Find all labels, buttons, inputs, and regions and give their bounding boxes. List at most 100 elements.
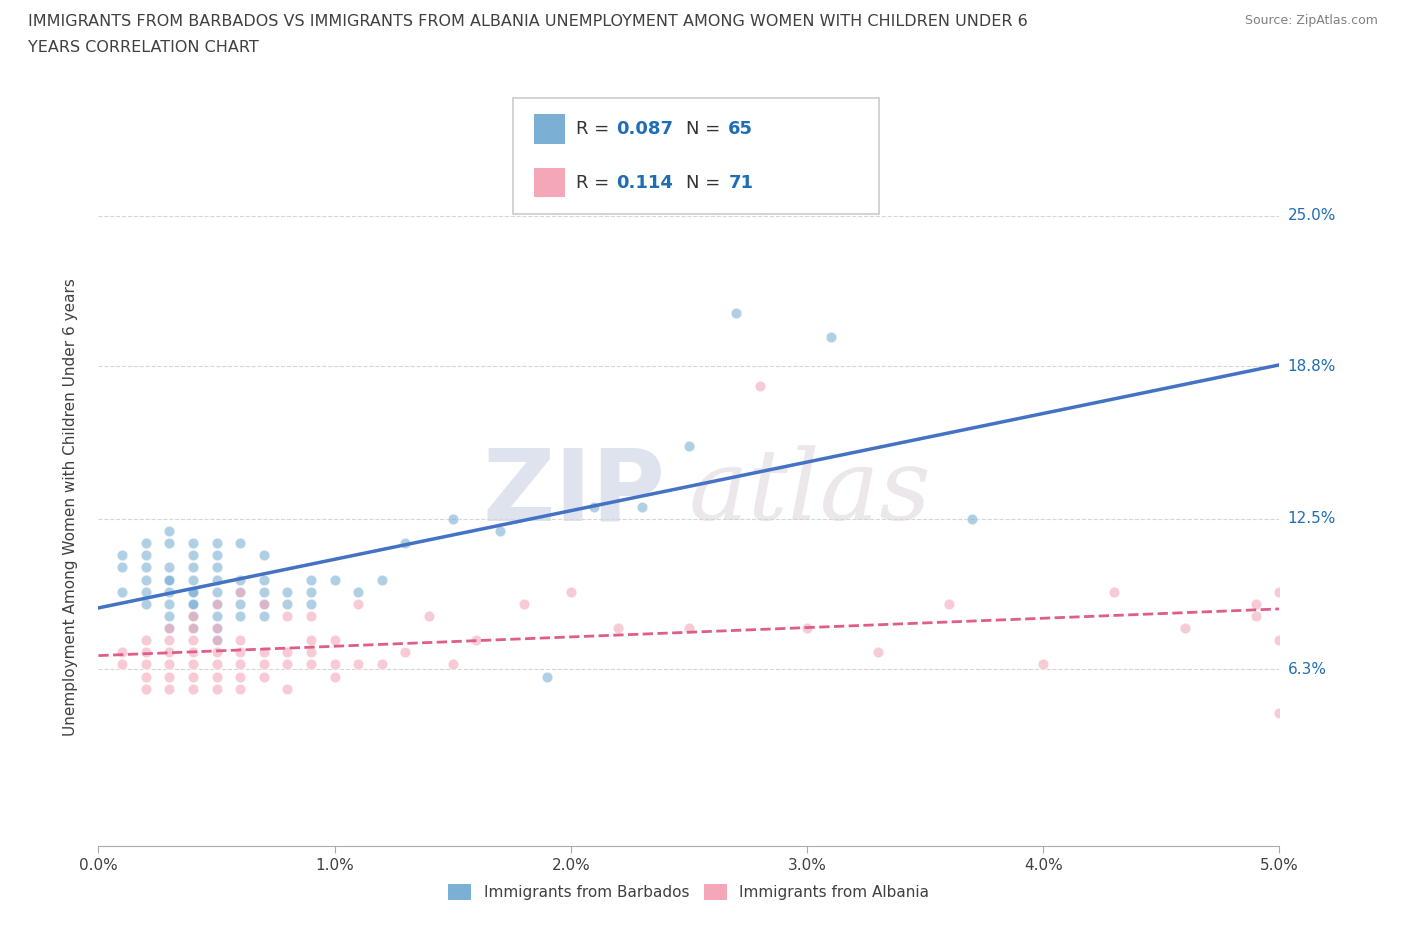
Point	[276, 584, 298, 599]
Point	[441, 657, 464, 671]
Point	[205, 560, 228, 575]
Point	[866, 644, 889, 659]
Point	[205, 657, 228, 671]
Point	[181, 584, 204, 599]
Point	[1244, 608, 1267, 623]
Text: R =: R =	[576, 120, 616, 138]
Point	[678, 620, 700, 635]
Point	[157, 560, 180, 575]
Text: Source: ZipAtlas.com: Source: ZipAtlas.com	[1244, 14, 1378, 27]
Text: YEARS CORRELATION CHART: YEARS CORRELATION CHART	[28, 40, 259, 55]
Point	[1268, 632, 1291, 647]
Point	[1268, 584, 1291, 599]
Point	[181, 682, 204, 697]
Point	[205, 670, 228, 684]
Point	[157, 644, 180, 659]
Point	[962, 512, 984, 526]
Point	[157, 608, 180, 623]
Point	[323, 657, 346, 671]
Point	[205, 644, 228, 659]
Point	[299, 572, 322, 587]
Point	[229, 608, 252, 623]
Point	[253, 596, 276, 611]
Point	[323, 632, 346, 647]
Point	[205, 572, 228, 587]
Point	[157, 524, 180, 538]
Point	[394, 644, 416, 659]
Point	[323, 572, 346, 587]
Point	[253, 644, 276, 659]
Point	[820, 330, 842, 345]
Point	[253, 548, 276, 563]
Point	[276, 682, 298, 697]
Point	[157, 670, 180, 684]
Point	[135, 682, 157, 697]
Point	[299, 657, 322, 671]
Point	[253, 596, 276, 611]
Point	[205, 682, 228, 697]
Point	[135, 596, 157, 611]
Point	[157, 536, 180, 551]
Point	[489, 524, 512, 538]
Point	[253, 608, 276, 623]
Point	[181, 536, 204, 551]
Text: 0.087: 0.087	[616, 120, 673, 138]
Point	[157, 632, 180, 647]
Text: 25.0%: 25.0%	[1288, 208, 1336, 223]
Point	[181, 644, 204, 659]
Point	[276, 608, 298, 623]
Text: 6.3%: 6.3%	[1288, 662, 1327, 677]
Point	[135, 644, 157, 659]
Point	[253, 572, 276, 587]
Point	[157, 572, 180, 587]
Point	[347, 657, 370, 671]
Point	[1032, 657, 1054, 671]
Point	[135, 560, 157, 575]
Point	[1174, 620, 1197, 635]
Point	[157, 584, 180, 599]
Point	[253, 657, 276, 671]
Legend: Immigrants from Barbados, Immigrants from Albania: Immigrants from Barbados, Immigrants fro…	[443, 878, 935, 907]
Text: IMMIGRANTS FROM BARBADOS VS IMMIGRANTS FROM ALBANIA UNEMPLOYMENT AMONG WOMEN WIT: IMMIGRANTS FROM BARBADOS VS IMMIGRANTS F…	[28, 14, 1028, 29]
Point	[205, 596, 228, 611]
Point	[135, 584, 157, 599]
Point	[299, 584, 322, 599]
Point	[205, 632, 228, 647]
Point	[1268, 706, 1291, 721]
Text: R =: R =	[576, 174, 621, 192]
Point	[371, 572, 394, 587]
Point	[181, 608, 204, 623]
Point	[253, 584, 276, 599]
Point	[748, 379, 770, 393]
Text: 71: 71	[728, 174, 754, 192]
Point	[465, 632, 488, 647]
Point	[205, 632, 228, 647]
Text: 65: 65	[728, 120, 754, 138]
Point	[938, 596, 960, 611]
Point	[394, 536, 416, 551]
Point	[512, 596, 534, 611]
Point	[205, 536, 228, 551]
Point	[205, 548, 228, 563]
Point	[560, 584, 582, 599]
Point	[181, 560, 204, 575]
Point	[347, 584, 370, 599]
Point	[630, 499, 652, 514]
Point	[135, 657, 157, 671]
Point	[229, 644, 252, 659]
Point	[181, 620, 204, 635]
Point	[276, 596, 298, 611]
Point	[181, 572, 204, 587]
Point	[111, 560, 134, 575]
Point	[135, 548, 157, 563]
Point	[229, 682, 252, 697]
Point	[135, 536, 157, 551]
Point	[299, 632, 322, 647]
Y-axis label: Unemployment Among Women with Children Under 6 years: Unemployment Among Women with Children U…	[63, 278, 77, 736]
Text: 0.114: 0.114	[616, 174, 672, 192]
Point	[135, 670, 157, 684]
Point	[299, 608, 322, 623]
Point	[276, 657, 298, 671]
Point	[229, 584, 252, 599]
Point	[181, 632, 204, 647]
